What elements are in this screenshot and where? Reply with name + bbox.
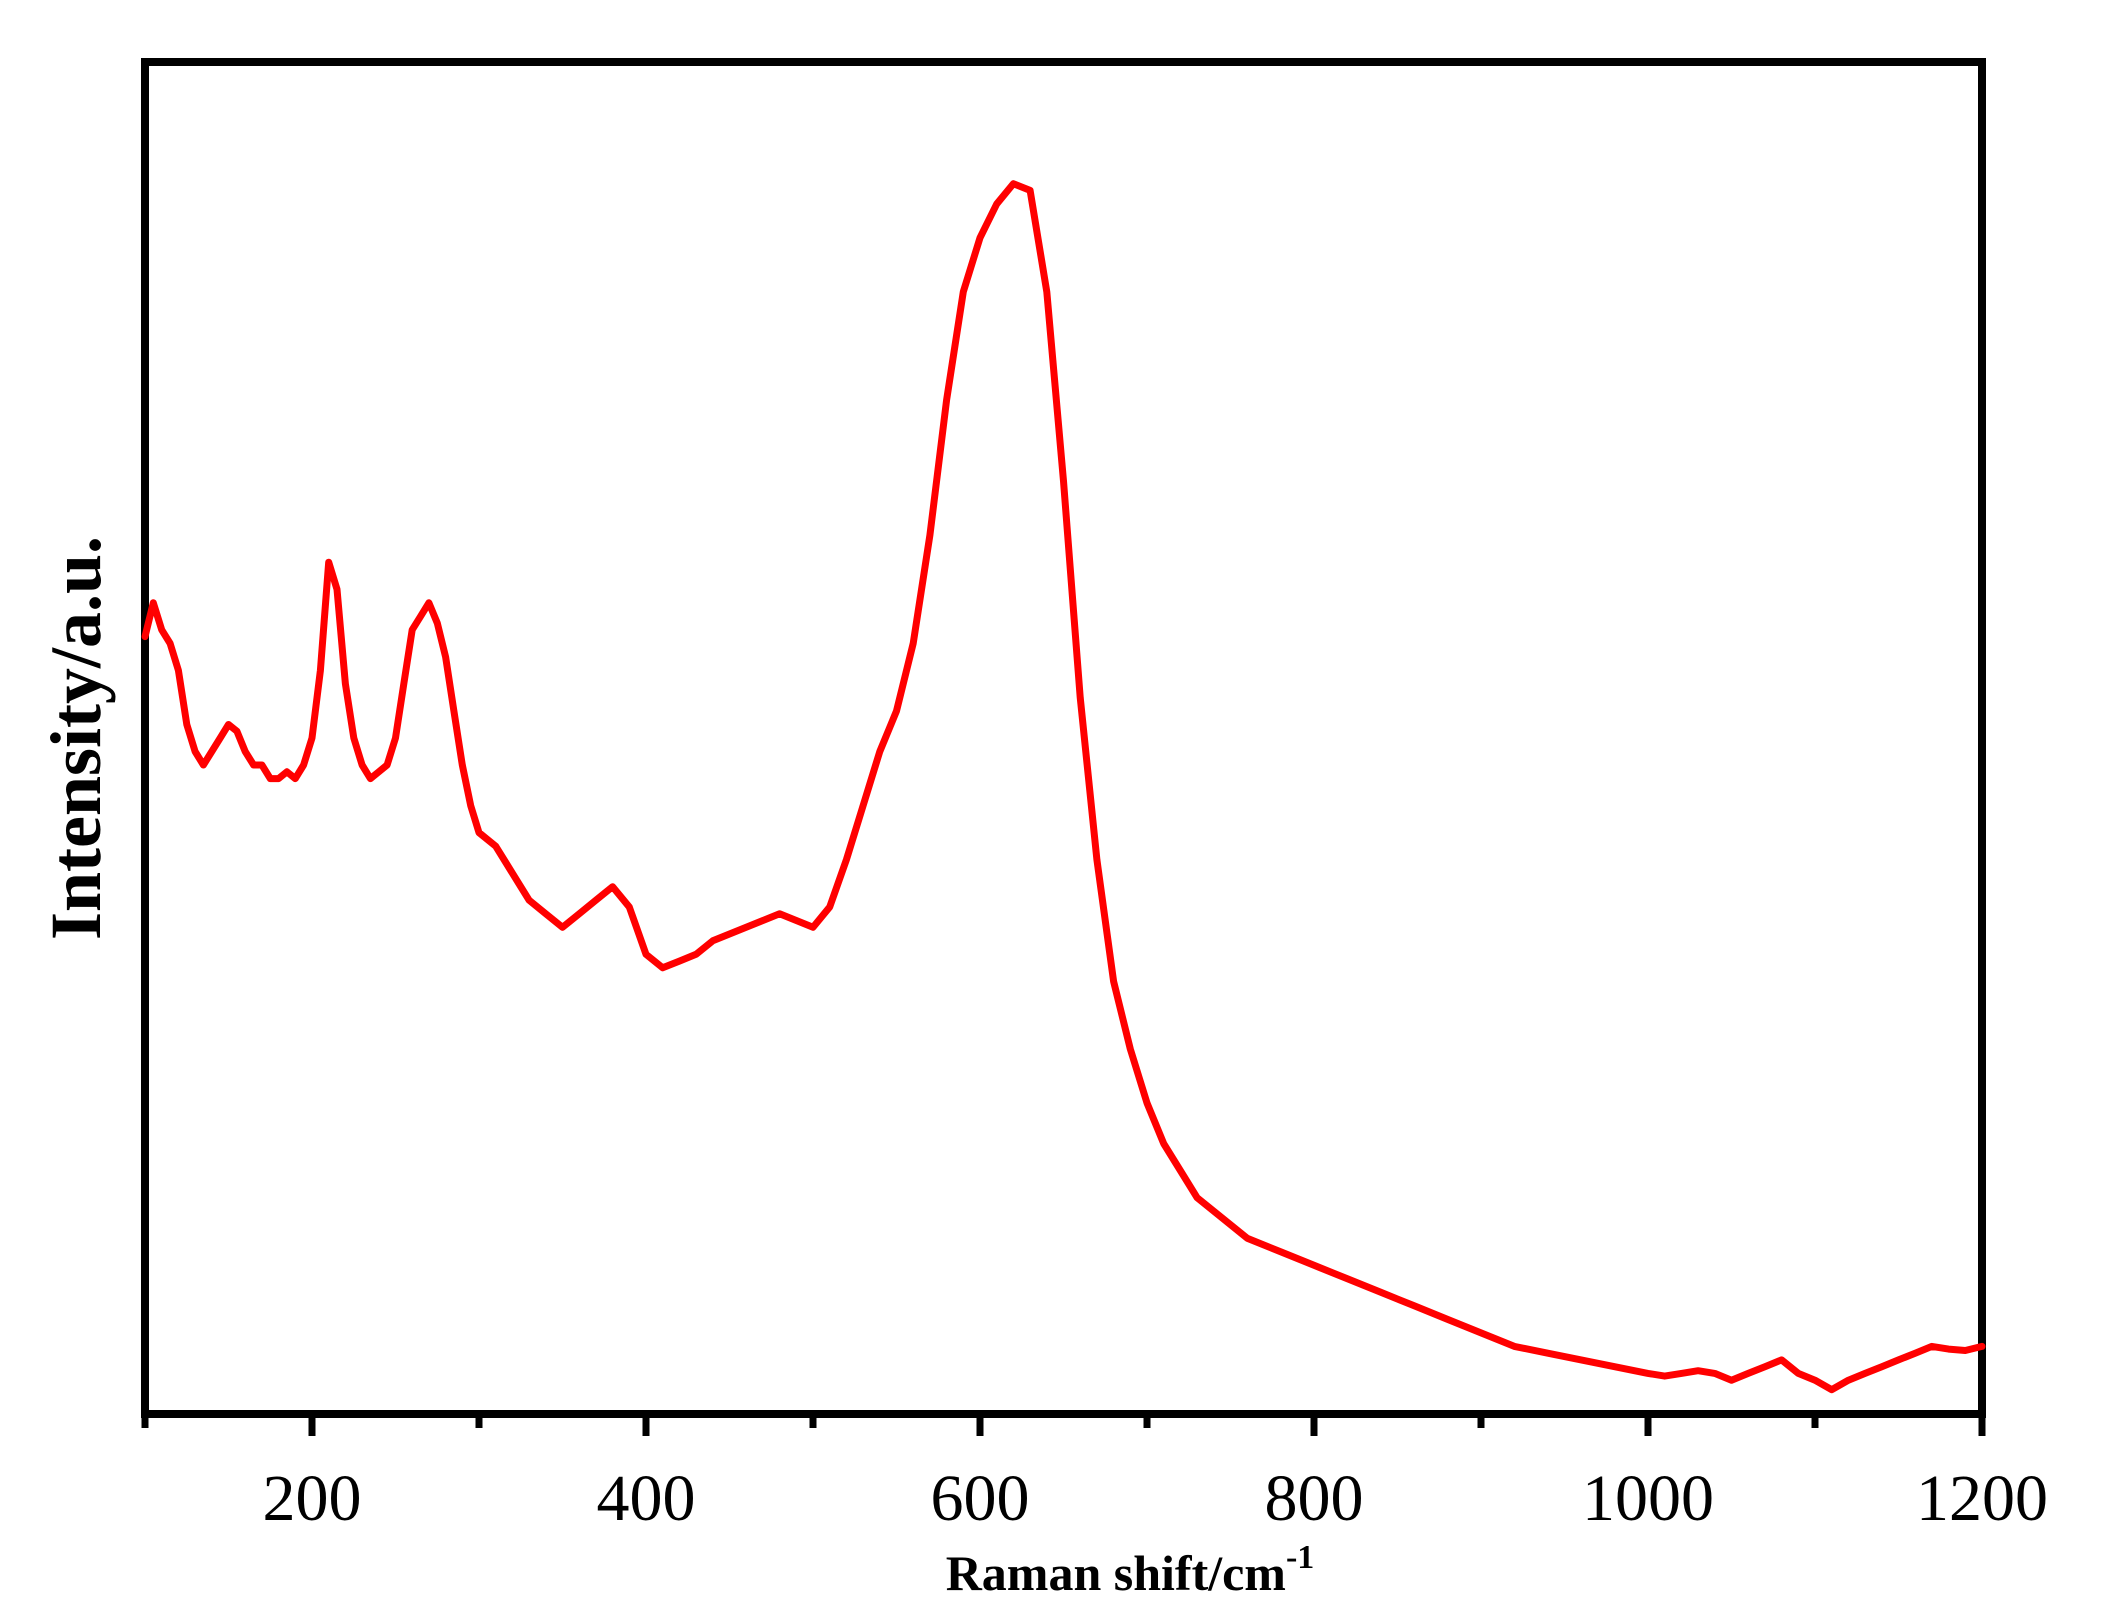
y-axis-label: Intensity/a.u. [36,536,116,940]
x-tick-label: 800 [1265,1462,1364,1535]
x-tick-label: 400 [597,1462,696,1535]
x-axis-label-superscript: -1 [1286,1539,1314,1576]
plot-frame [141,58,1986,1418]
x-axis-ticks [141,1414,1986,1436]
x-axis-label: Raman shift/cm-1 [946,1539,1315,1601]
x-tick-label: 1200 [1916,1462,2048,1535]
x-tick-label: 200 [263,1462,362,1535]
x-tick-label: 600 [931,1462,1030,1535]
series-line [141,180,1986,1394]
x-axis-tick-labels: 200 400 600 800 1000 1200 [263,1462,2049,1535]
x-axis-label-text: Raman shift/cm [946,1545,1286,1601]
x-tick-label: 1000 [1582,1462,1714,1535]
